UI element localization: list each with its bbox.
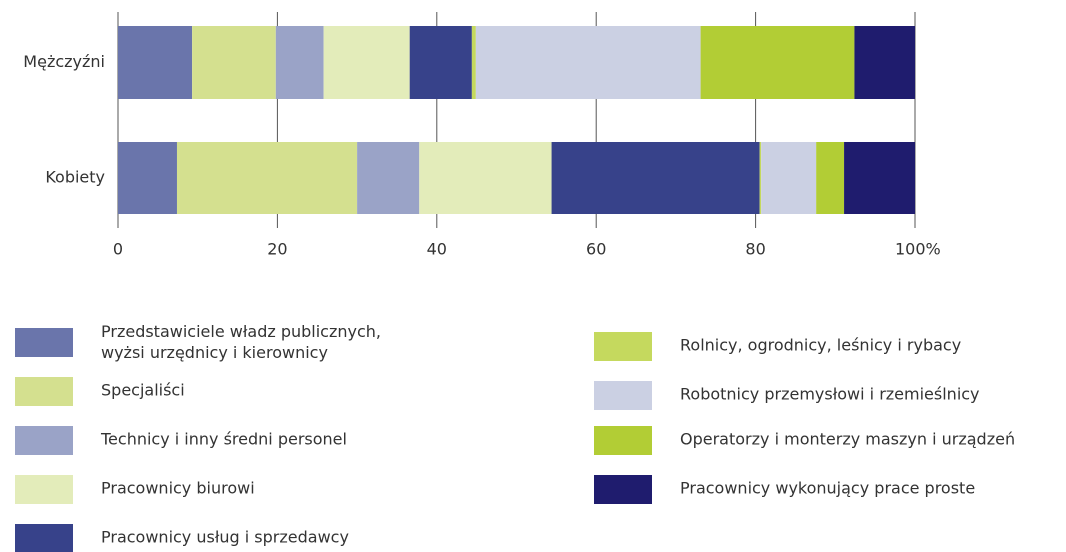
legend-label: Przedstawiciele władz publicznych, wyżsi … xyxy=(101,322,381,362)
legend-label: Operatorzy i monterzy maszyn i urządzeń xyxy=(680,430,1015,449)
bar-segment xyxy=(475,26,701,99)
bar-segment xyxy=(551,142,760,214)
legend-swatch xyxy=(15,475,73,504)
bar-segment xyxy=(323,26,410,99)
legend-swatch xyxy=(594,475,652,504)
bar-segment xyxy=(759,142,762,214)
bar-segment xyxy=(761,142,817,214)
bar-segment xyxy=(275,26,324,99)
legend-swatch xyxy=(594,426,652,455)
x-tick-label: 80 xyxy=(745,240,765,259)
y-tick-label: Kobiety xyxy=(45,168,105,187)
legend-swatch xyxy=(15,426,73,455)
bar-segment xyxy=(854,26,915,99)
bar-segment xyxy=(357,142,420,214)
legend-swatch xyxy=(15,377,73,406)
x-tick-label: 40 xyxy=(427,240,447,259)
legend-swatch xyxy=(594,381,652,410)
bar-segment xyxy=(192,26,276,99)
x-tick-label: 0 xyxy=(113,240,123,259)
bar-segment xyxy=(176,142,358,214)
legend-swatch xyxy=(594,332,652,361)
legend-swatch xyxy=(15,524,73,552)
legend-label: Pracownicy usług i sprzedawcy xyxy=(101,528,349,547)
bar-segment xyxy=(471,26,476,99)
bar-segment xyxy=(700,26,855,99)
legend-label: Robotnicy przemysłowi i rzemieślnicy xyxy=(680,385,980,404)
legend-label: Pracownicy biurowi xyxy=(101,479,255,498)
legend-label: Specjaliści xyxy=(101,381,185,400)
legend-label: Pracownicy wykonujący prace proste xyxy=(680,479,975,498)
bar-segment xyxy=(844,142,915,214)
legend-label: Rolnicy, ogrodnicy, leśnicy i rybacy xyxy=(680,336,961,355)
x-tick-label: 20 xyxy=(267,240,287,259)
y-tick-label: Mężczyźni xyxy=(23,52,105,71)
bar-segment xyxy=(419,142,552,214)
x-tick-label: 60 xyxy=(586,240,606,259)
bar-segment xyxy=(409,26,472,99)
bar-segment xyxy=(816,142,845,214)
legend-swatch xyxy=(15,328,73,357)
bar-segment xyxy=(118,26,193,99)
x-tick-label: 100% xyxy=(895,240,941,259)
legend-label: Technicy i inny średni personel xyxy=(100,430,347,449)
bar-segment xyxy=(118,142,177,214)
